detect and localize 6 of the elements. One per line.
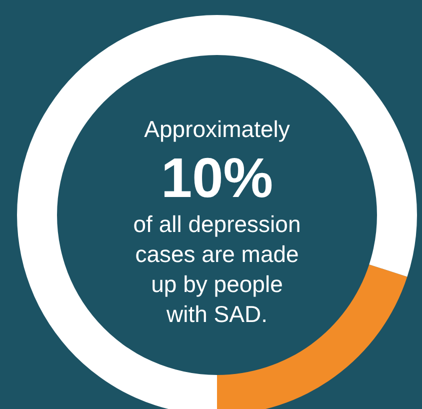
text: with SAD.	[166, 301, 268, 327]
text: 10%	[160, 146, 274, 209]
text: of all depression	[133, 211, 301, 237]
text: up by people	[151, 271, 283, 297]
text: Approximately	[144, 116, 290, 142]
text: cases are made	[135, 241, 299, 267]
